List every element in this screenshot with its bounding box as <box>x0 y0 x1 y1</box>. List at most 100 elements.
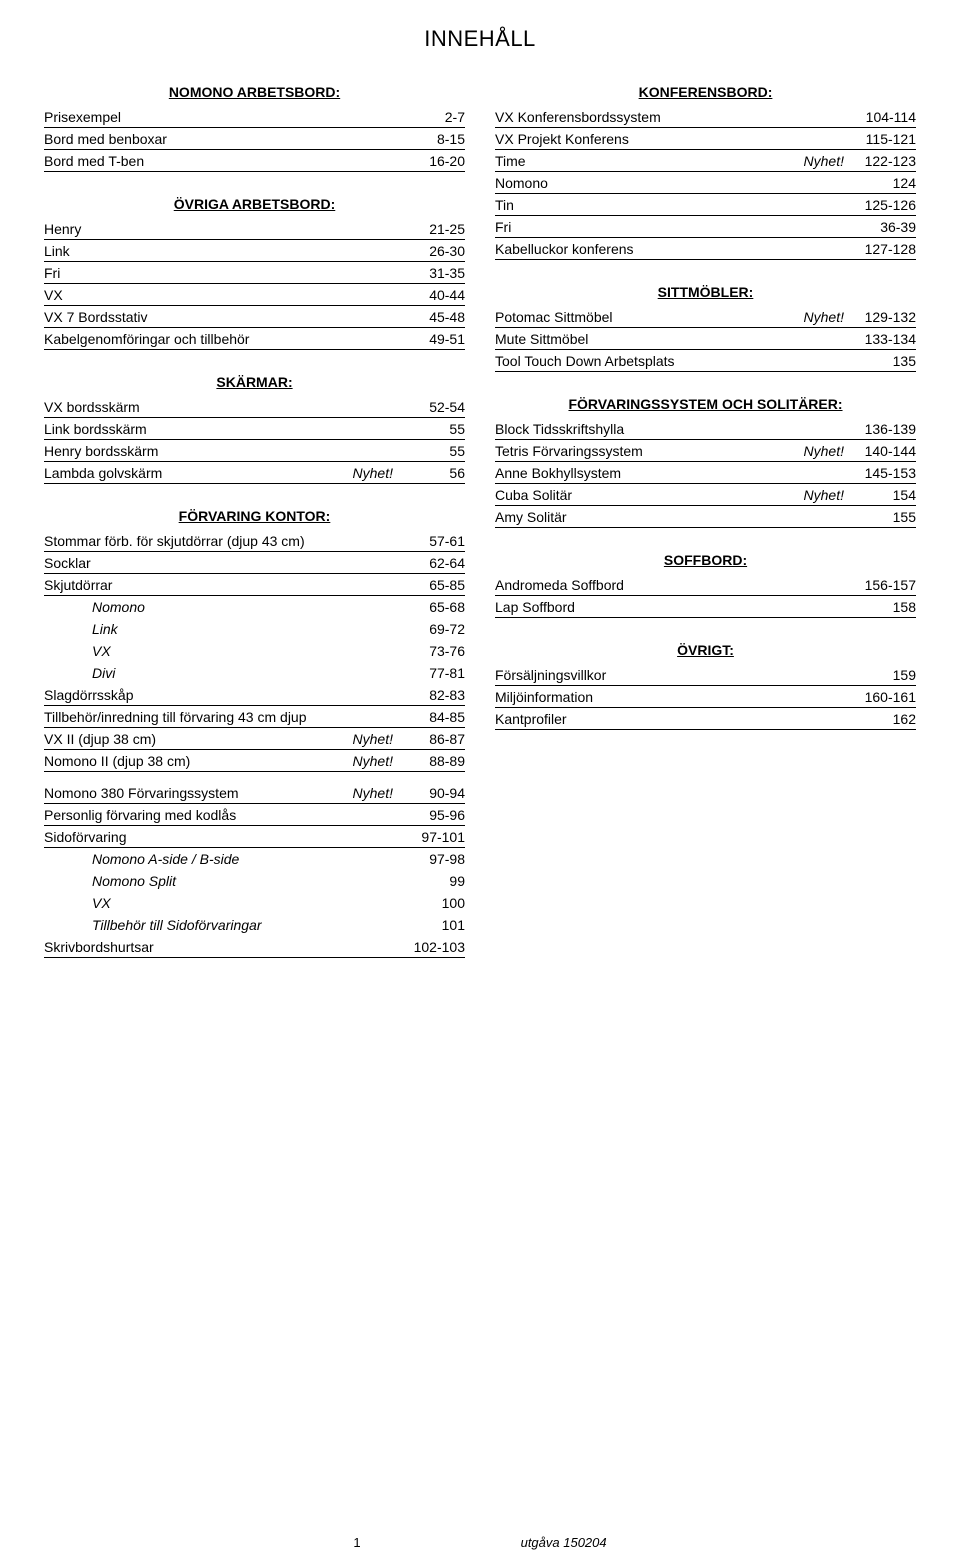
toc-note: Nyhet! <box>804 309 844 325</box>
toc-label: Tetris Förvaringssystem <box>495 443 804 459</box>
toc-row: Link26-30 <box>44 240 465 262</box>
toc-page: 88-89 <box>407 753 465 769</box>
toc-page: 90-94 <box>407 785 465 801</box>
toc-page: 125-126 <box>858 197 916 213</box>
toc-row: Bord med benboxar8-15 <box>44 128 465 150</box>
toc-label: Skrivbordshurtsar <box>44 939 407 955</box>
toc-row: Tetris FörvaringssystemNyhet!140-144 <box>495 440 916 462</box>
section-header: KONFERENSBORD: <box>495 80 916 106</box>
toc-note: Nyhet! <box>804 487 844 503</box>
toc-label: Tillbehör till Sidoförvaringar <box>44 917 407 933</box>
toc-row: Tillbehör till Sidoförvaringar101 <box>44 914 465 936</box>
toc-page: 155 <box>858 509 916 525</box>
toc-row: Tin125-126 <box>495 194 916 216</box>
toc-page: 97-98 <box>407 851 465 867</box>
toc-row: Mute Sittmöbel133-134 <box>495 328 916 350</box>
toc-page: 84-85 <box>407 709 465 725</box>
toc-page: 82-83 <box>407 687 465 703</box>
toc-label: Amy Solitär <box>495 509 858 525</box>
toc-page: 140-144 <box>858 443 916 459</box>
toc-row: Nomono124 <box>495 172 916 194</box>
section-header: NOMONO ARBETSBORD: <box>44 80 465 106</box>
toc-label: Nomono Split <box>44 873 407 889</box>
toc-page: 57-61 <box>407 533 465 549</box>
toc-row: Anne Bokhyllsystem145-153 <box>495 462 916 484</box>
toc-page: 104-114 <box>858 109 916 125</box>
right-column: KONFERENSBORD: VX Konferensbordssystem10… <box>495 80 916 958</box>
toc-page: 158 <box>858 599 916 615</box>
toc-label: Kabelgenomföringar och tillbehör <box>44 331 407 347</box>
toc-page: 156-157 <box>858 577 916 593</box>
toc-row: VX73-76 <box>44 640 465 662</box>
toc-note: Nyhet! <box>353 753 393 769</box>
page: INNEHÅLL NOMONO ARBETSBORD: Prisexempel2… <box>0 0 960 1562</box>
toc-label: Försäljningsvillkor <box>495 667 858 683</box>
toc-page: 133-134 <box>858 331 916 347</box>
section-header: SKÄRMAR: <box>44 370 465 396</box>
toc-label: VX <box>44 643 407 659</box>
toc-label: Divi <box>44 665 407 681</box>
toc-row: Lambda golvskärmNyhet! 56 <box>44 462 465 484</box>
toc-page: 122-123 <box>858 153 916 169</box>
toc-label: Time <box>495 153 804 169</box>
toc-row: Link bordsskärm55 <box>44 418 465 440</box>
section-header: ÖVRIGT: <box>495 638 916 664</box>
toc-label: Anne Bokhyllsystem <box>495 465 858 481</box>
toc-row: TimeNyhet!122-123 <box>495 150 916 172</box>
edition-label: utgåva 150204 <box>521 1535 607 1550</box>
toc-page: 21-25 <box>407 221 465 237</box>
toc-page: 77-81 <box>407 665 465 681</box>
section-header: SOFFBORD: <box>495 548 916 574</box>
toc-row: Andromeda Soffbord156-157 <box>495 574 916 596</box>
toc-label: Prisexempel <box>44 109 407 125</box>
toc-label: Slagdörrsskåp <box>44 687 407 703</box>
section-header: ÖVRIGA ARBETSBORD: <box>44 192 465 218</box>
toc-page: 62-64 <box>407 555 465 571</box>
toc-page: 56 <box>407 465 465 481</box>
toc-row: VX bordsskärm52-54 <box>44 396 465 418</box>
toc-label: Nomono <box>44 599 407 615</box>
toc-page: 86-87 <box>407 731 465 747</box>
toc-label: Kabelluckor konferens <box>495 241 858 257</box>
page-number: 1 <box>353 1535 360 1550</box>
toc-page: 73-76 <box>407 643 465 659</box>
toc-label: Link <box>44 621 407 637</box>
toc-label: VX <box>44 895 407 911</box>
toc-label: Mute Sittmöbel <box>495 331 858 347</box>
toc-row: Skjutdörrar65-85 <box>44 574 465 596</box>
toc-page: 129-132 <box>858 309 916 325</box>
toc-page: 52-54 <box>407 399 465 415</box>
toc-label: Nomono A-side / B-side <box>44 851 407 867</box>
toc-page: 159 <box>858 667 916 683</box>
toc-row: Kabelluckor konferens127-128 <box>495 238 916 260</box>
toc-page: 115-121 <box>858 131 916 147</box>
toc-row: Tool Touch Down Arbetsplats135 <box>495 350 916 372</box>
toc-note: Nyhet! <box>353 465 393 481</box>
toc-label: VX 7 Bordsstativ <box>44 309 407 325</box>
toc-label: Lap Soffbord <box>495 599 858 615</box>
toc-label: Link bordsskärm <box>44 421 407 437</box>
toc-label: VX II (djup 38 cm) <box>44 731 353 747</box>
toc-row: Link69-72 <box>44 618 465 640</box>
toc-page: 40-44 <box>407 287 465 303</box>
toc-page: 97-101 <box>407 829 465 845</box>
toc-page: 55 <box>407 421 465 437</box>
toc-page: 8-15 <box>407 131 465 147</box>
toc-label: Nomono <box>495 175 858 191</box>
toc-page: 154 <box>858 487 916 503</box>
toc-row: Tillbehör/inredning till förvaring 43 cm… <box>44 706 465 728</box>
toc-page: 162 <box>858 711 916 727</box>
toc-note: Nyhet! <box>353 785 393 801</box>
toc-page: 65-85 <box>407 577 465 593</box>
toc-row: Lap Soffbord158 <box>495 596 916 618</box>
toc-page: 69-72 <box>407 621 465 637</box>
toc-row: Nomono A-side / B-side97-98 <box>44 848 465 870</box>
toc-row: Amy Solitär155 <box>495 506 916 528</box>
toc-row: VX 7 Bordsstativ45-48 <box>44 306 465 328</box>
toc-label: Block Tidsskriftshylla <box>495 421 858 437</box>
toc-page: 65-68 <box>407 599 465 615</box>
toc-label: Miljöinformation <box>495 689 858 705</box>
toc-label: Henry bordsskärm <box>44 443 407 459</box>
toc-label: Personlig förvaring med kodlås <box>44 807 407 823</box>
toc-label: Lambda golvskärm <box>44 465 353 481</box>
